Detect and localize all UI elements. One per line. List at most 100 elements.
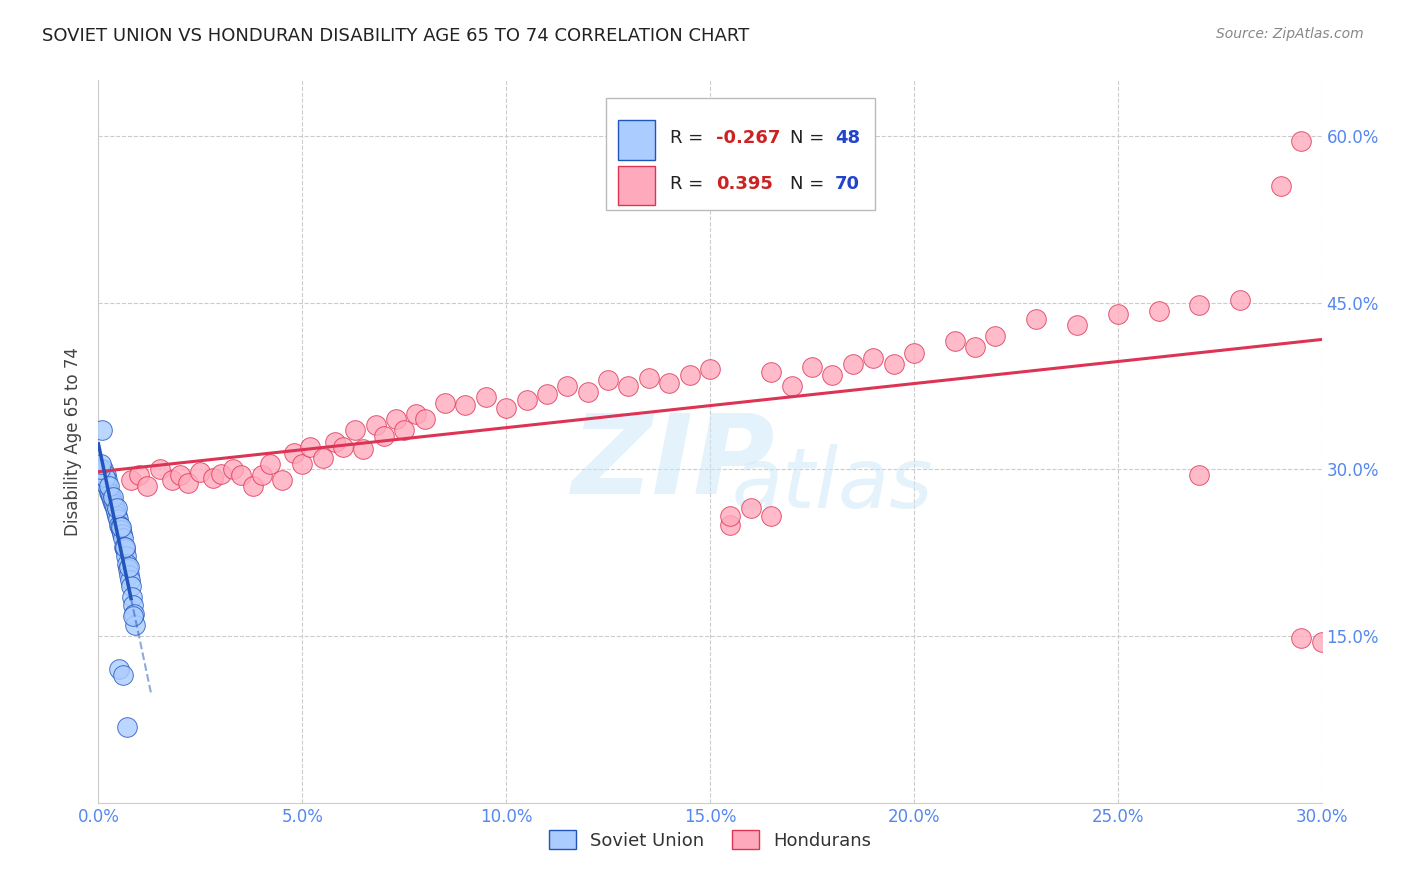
Point: [177, 475, 200, 490]
Point: [108, 520, 131, 534]
Point: [118, 560, 141, 574]
Point: [299, 440, 322, 454]
Point: [821, 368, 844, 382]
Text: Source: ZipAtlas.com: Source: ZipAtlas.com: [1216, 27, 1364, 41]
Point: [107, 512, 129, 526]
Text: -0.267: -0.267: [716, 129, 780, 147]
Text: N =: N =: [790, 175, 830, 193]
Point: [718, 517, 742, 532]
Point: [495, 401, 517, 416]
Point: [1066, 318, 1088, 332]
Point: [122, 598, 145, 612]
Point: [250, 467, 273, 482]
Point: [780, 379, 803, 393]
Point: [91, 467, 114, 482]
Point: [93, 474, 115, 488]
Text: atlas: atlas: [731, 444, 934, 525]
Point: [883, 357, 905, 371]
Point: [718, 508, 742, 523]
Point: [105, 508, 128, 523]
Point: [103, 498, 125, 512]
Point: [97, 479, 120, 493]
Point: [111, 526, 134, 541]
Point: [405, 407, 427, 421]
Text: 48: 48: [835, 129, 860, 147]
Point: [373, 429, 395, 443]
Point: [598, 373, 620, 387]
Point: [121, 590, 143, 604]
Point: [1147, 304, 1170, 318]
Point: [108, 517, 131, 532]
Point: [93, 470, 115, 484]
Point: [110, 524, 132, 538]
Point: [231, 467, 253, 482]
Point: [110, 520, 132, 534]
Point: [413, 412, 436, 426]
Point: [1270, 178, 1292, 193]
Point: [679, 368, 702, 382]
Point: [101, 490, 124, 504]
Point: [90, 457, 112, 471]
Point: [259, 457, 281, 471]
Text: R =: R =: [669, 129, 709, 147]
Point: [94, 467, 117, 482]
Point: [332, 440, 354, 454]
Point: [943, 334, 966, 349]
Point: [242, 479, 264, 493]
Point: [91, 462, 114, 476]
Point: [118, 568, 141, 582]
Point: [270, 474, 294, 488]
Point: [114, 542, 136, 557]
Point: [120, 579, 142, 593]
Point: [352, 442, 374, 457]
Point: [1188, 467, 1211, 482]
Text: 0.395: 0.395: [716, 175, 773, 193]
Point: [111, 531, 134, 545]
Point: [120, 574, 142, 588]
Point: [1025, 312, 1047, 326]
Point: [555, 379, 579, 393]
Point: [115, 557, 138, 571]
Point: [124, 618, 146, 632]
Point: [1229, 293, 1251, 308]
Point: [801, 360, 824, 375]
Point: [115, 549, 138, 563]
Point: [149, 462, 172, 476]
Point: [101, 496, 124, 510]
Point: [364, 417, 387, 432]
Y-axis label: Disability Age 65 to 74: Disability Age 65 to 74: [65, 347, 83, 536]
Point: [115, 720, 138, 734]
FancyBboxPatch shape: [619, 120, 655, 160]
Point: [136, 479, 159, 493]
Point: [108, 662, 131, 676]
Point: [120, 474, 142, 488]
Point: [111, 668, 134, 682]
Point: [291, 457, 314, 471]
Point: [100, 490, 122, 504]
Point: [516, 393, 538, 408]
Point: [222, 462, 245, 476]
Point: [283, 445, 305, 459]
Point: [104, 501, 127, 516]
Point: [97, 484, 120, 499]
Point: [862, 351, 884, 366]
Point: [188, 465, 212, 479]
Point: [536, 386, 558, 401]
Text: N =: N =: [790, 129, 830, 147]
Legend: Soviet Union, Hondurans: Soviet Union, Hondurans: [540, 822, 880, 859]
FancyBboxPatch shape: [619, 166, 655, 205]
Point: [1291, 135, 1313, 149]
Point: [201, 471, 224, 485]
Point: [761, 508, 783, 523]
Point: [312, 451, 335, 466]
Point: [169, 467, 191, 482]
Point: [122, 609, 145, 624]
Point: [841, 357, 863, 371]
Point: [90, 424, 112, 438]
Point: [89, 462, 111, 476]
Point: [96, 479, 118, 493]
Point: [101, 493, 124, 508]
Point: [160, 474, 183, 488]
Point: [344, 424, 367, 438]
Point: [576, 384, 599, 399]
